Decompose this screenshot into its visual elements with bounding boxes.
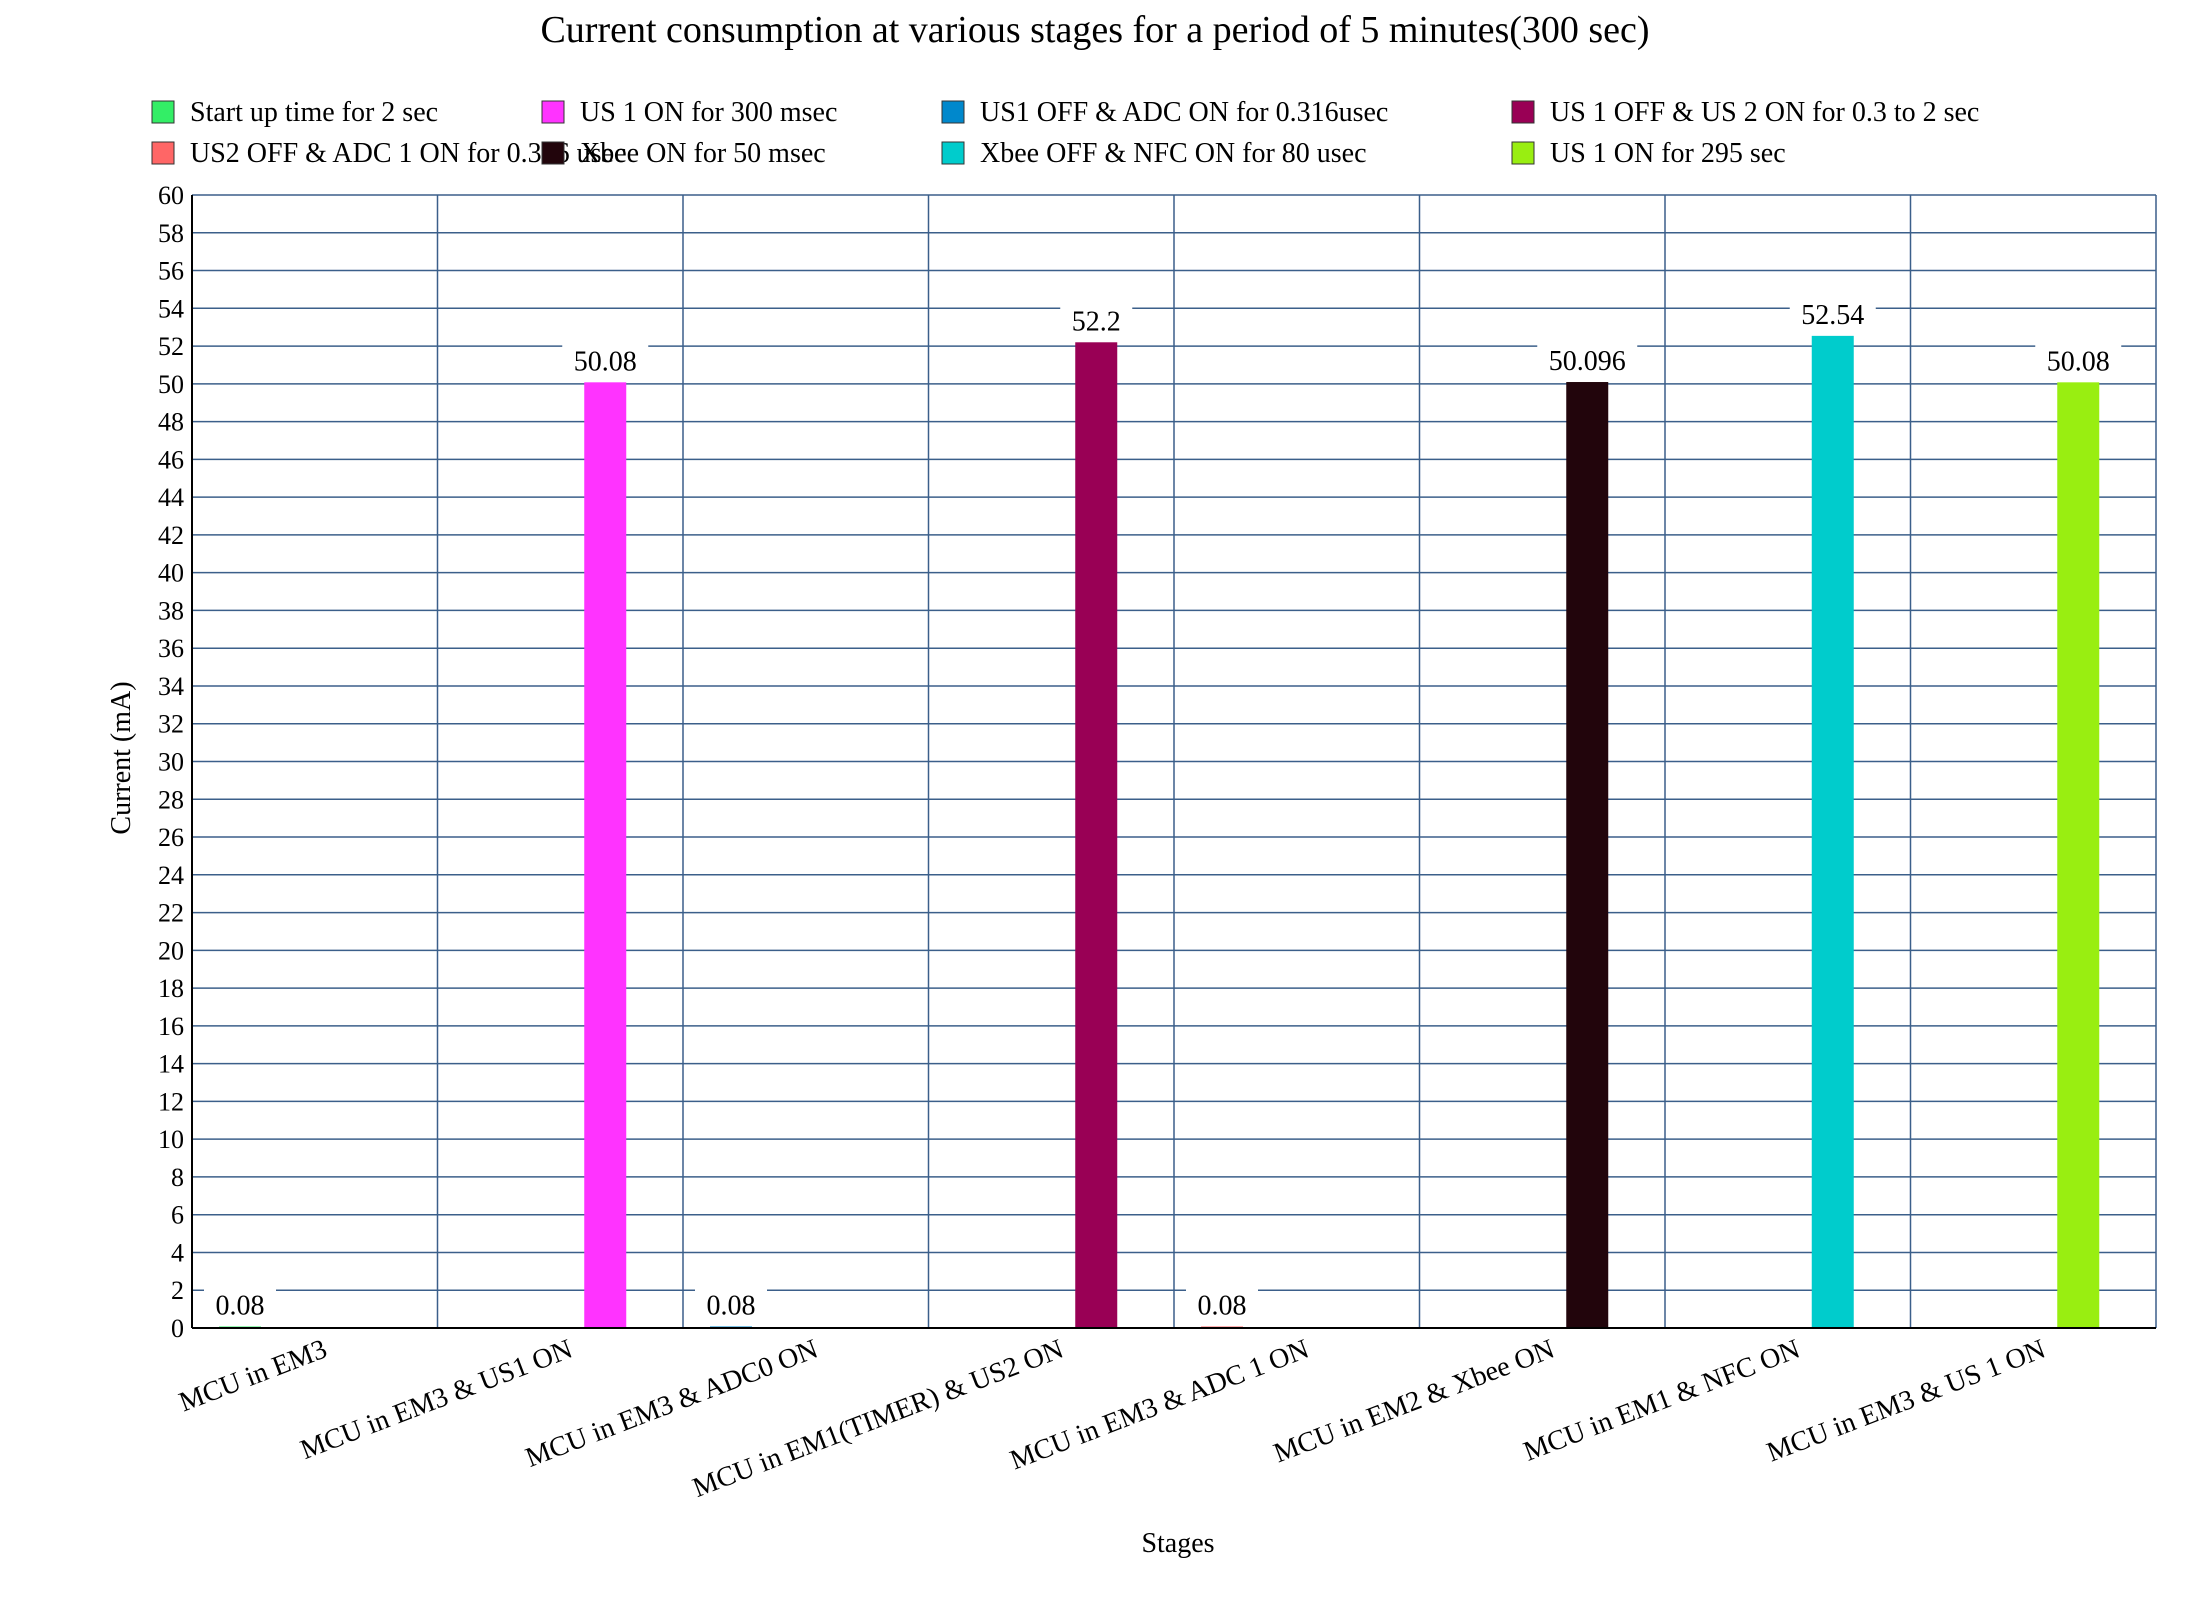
y-tick-label: 20 bbox=[158, 936, 184, 965]
data-label: 50.08 bbox=[574, 346, 637, 377]
data-label-bg bbox=[1060, 304, 1133, 337]
legend-label: Start up time for 2 sec bbox=[190, 97, 438, 128]
data-label: 52.2 bbox=[1072, 306, 1121, 337]
y-tick-label: 36 bbox=[158, 634, 184, 663]
data-label: 52.54 bbox=[1801, 300, 1864, 331]
y-axis-label: Current (mA) bbox=[106, 681, 137, 834]
data-label-bg bbox=[204, 1288, 276, 1321]
y-tick-label: 32 bbox=[158, 710, 184, 739]
data-labels: 0.08 50.08 0.08 52.2 0.08 50.096 52.54 50.08 bbox=[204, 297, 2122, 1321]
bar bbox=[584, 382, 627, 1329]
bar bbox=[1566, 382, 1609, 1329]
y-tick-label: 10 bbox=[158, 1125, 184, 1154]
legend-label: US 1 ON for 300 msec bbox=[580, 97, 837, 128]
legend-label: US1 OFF & ADC ON for 0.316usec bbox=[980, 97, 1388, 128]
y-tick-label: 0 bbox=[171, 1314, 184, 1343]
y-tick-label: 22 bbox=[158, 899, 184, 928]
gridlines bbox=[192, 194, 2157, 1329]
bar bbox=[1075, 342, 1118, 1328]
data-label: 0.08 bbox=[216, 1290, 265, 1321]
y-tick-label: 58 bbox=[158, 219, 184, 248]
legend: Start up time for 2 sec US 1 ON for 300 m… bbox=[151, 97, 1979, 169]
y-tick-labels: 0246810121416182022242628303234363840424… bbox=[158, 181, 184, 1343]
y-tick-label: 4 bbox=[171, 1238, 184, 1267]
x-tick-label: MCU in EM3 & US 1 ON bbox=[1763, 1334, 2050, 1469]
y-tick-label: 30 bbox=[158, 748, 184, 777]
legend-label: Xbee ON for 50 msec bbox=[580, 138, 826, 169]
y-tick-label: 38 bbox=[158, 596, 184, 625]
legend-swatch bbox=[1511, 141, 1535, 165]
data-label: 0.08 bbox=[707, 1290, 756, 1321]
y-tick-label: 24 bbox=[158, 861, 184, 890]
legend-swatch bbox=[151, 141, 175, 165]
y-tick-label: 50 bbox=[158, 370, 184, 399]
y-tick-label: 28 bbox=[158, 785, 184, 814]
y-tick-label: 8 bbox=[171, 1163, 184, 1192]
legend-label: US 1 ON for 295 sec bbox=[1550, 138, 1786, 169]
legend-swatch bbox=[1511, 100, 1535, 124]
legend-swatch bbox=[941, 100, 965, 124]
y-tick-label: 34 bbox=[158, 672, 184, 701]
data-label: 50.08 bbox=[2047, 346, 2110, 377]
chart-title: Current consumption at various stages fo… bbox=[540, 9, 1649, 51]
y-tick-label: 46 bbox=[158, 445, 184, 474]
legend-label: US 1 OFF & US 2 ON for 0.3 to 2 sec bbox=[1550, 97, 1979, 128]
legend-swatch bbox=[941, 141, 965, 165]
bars bbox=[219, 335, 2100, 1329]
x-tick-label: MCU in EM3 bbox=[175, 1334, 331, 1419]
data-label-bg bbox=[562, 344, 649, 377]
y-tick-label: 16 bbox=[158, 1012, 184, 1041]
legend-swatch bbox=[541, 100, 565, 124]
y-tick-label: 2 bbox=[171, 1276, 184, 1305]
y-tick-label: 12 bbox=[158, 1087, 184, 1116]
bar bbox=[2057, 382, 2100, 1329]
y-tick-label: 60 bbox=[158, 181, 184, 210]
x-tick-label: MCU in EM2 & Xbee ON bbox=[1270, 1334, 1559, 1470]
bar bbox=[1811, 335, 1854, 1329]
data-label: 50.096 bbox=[1549, 346, 1626, 377]
x-tick-label: MCU in EM1 & NFC ON bbox=[1519, 1334, 1804, 1468]
legend-swatch bbox=[541, 141, 565, 165]
y-tick-label: 18 bbox=[158, 974, 184, 1003]
data-label-bg bbox=[1789, 297, 1876, 330]
x-axis-label: Stages bbox=[1141, 1528, 1214, 1559]
data-label-bg bbox=[2035, 344, 2122, 377]
axes bbox=[191, 195, 2156, 1329]
y-tick-label: 56 bbox=[158, 257, 184, 286]
y-tick-label: 6 bbox=[171, 1201, 184, 1230]
y-tick-label: 26 bbox=[158, 823, 184, 852]
data-label: 0.08 bbox=[1198, 1290, 1247, 1321]
y-tick-label: 52 bbox=[158, 332, 184, 361]
y-tick-label: 54 bbox=[158, 294, 184, 323]
data-label-bg bbox=[695, 1288, 767, 1321]
data-label-bg bbox=[1537, 344, 1638, 377]
legend-label: Xbee OFF & NFC ON for 80 usec bbox=[980, 138, 1367, 169]
y-tick-label: 14 bbox=[158, 1050, 184, 1079]
y-tick-label: 44 bbox=[158, 483, 184, 512]
y-tick-label: 40 bbox=[158, 559, 184, 588]
legend-swatch bbox=[151, 100, 175, 124]
data-label-bg bbox=[1186, 1288, 1258, 1321]
y-tick-label: 48 bbox=[158, 408, 184, 437]
y-tick-label: 42 bbox=[158, 521, 184, 550]
